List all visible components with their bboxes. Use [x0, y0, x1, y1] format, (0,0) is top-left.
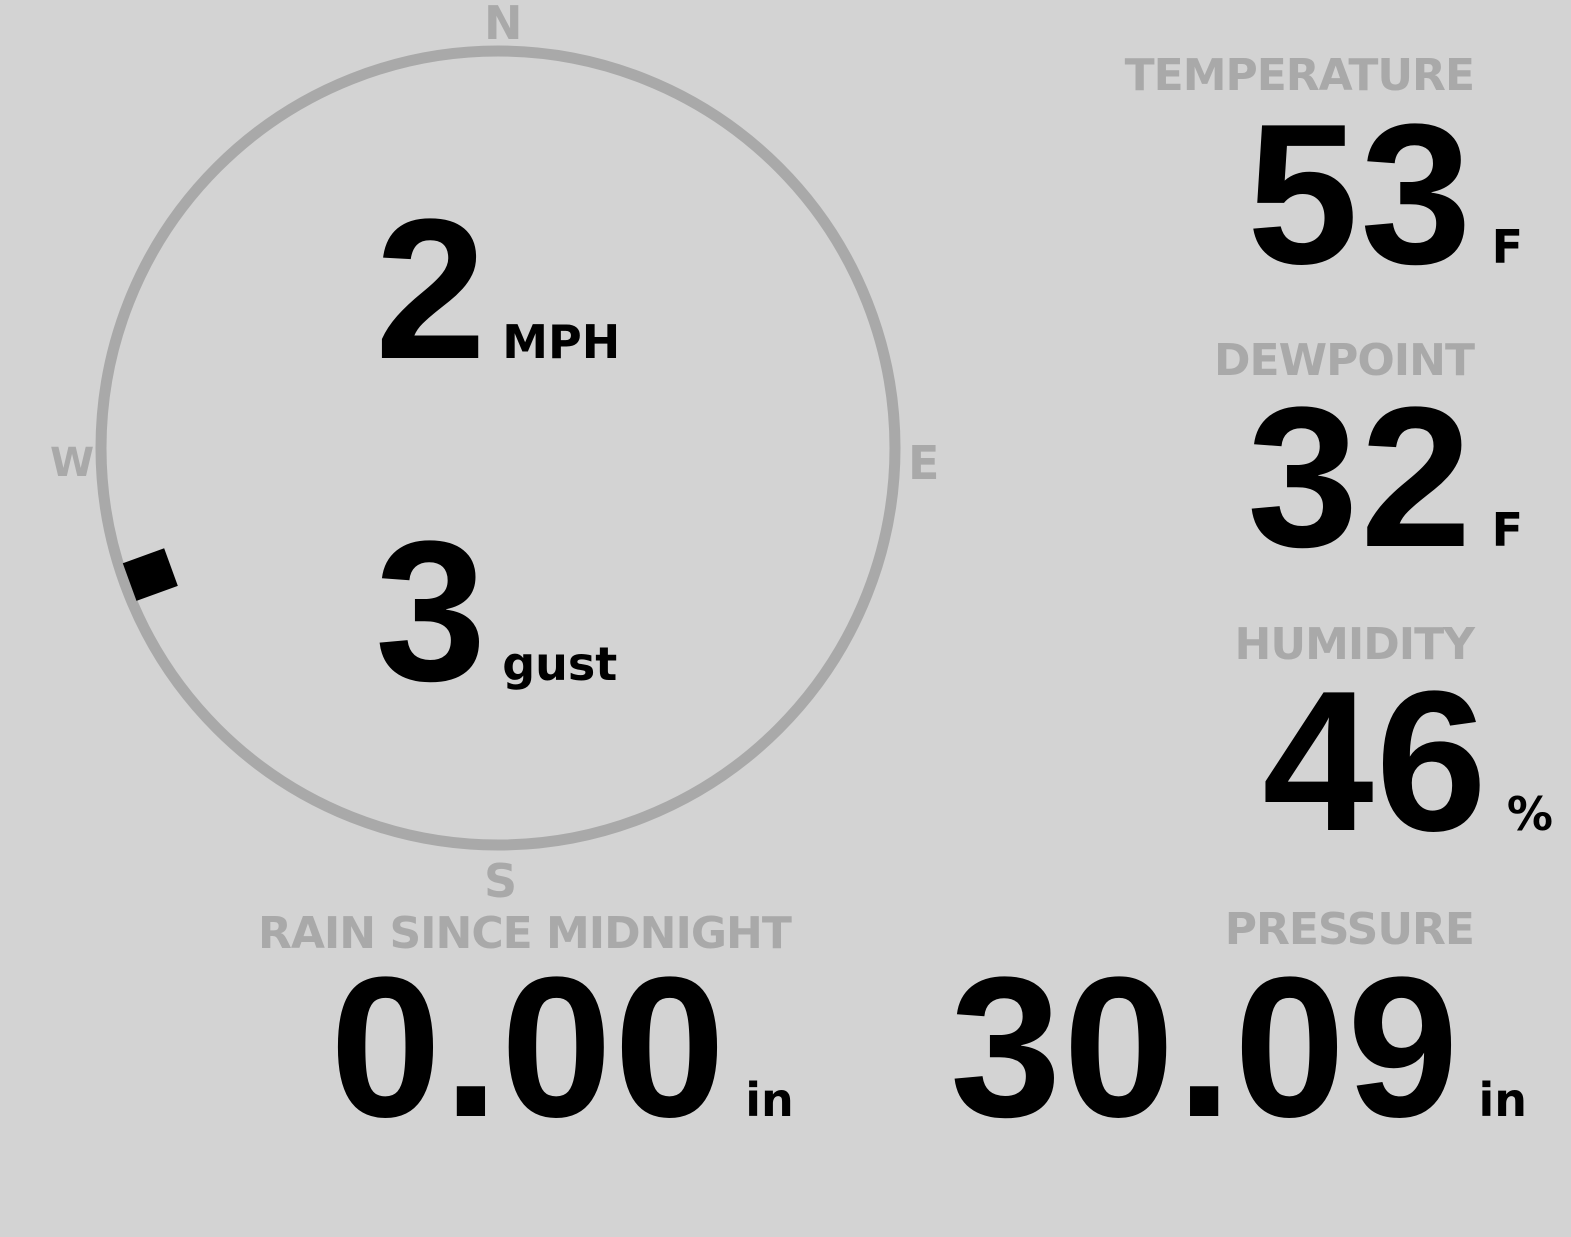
- humidity-label: HUMIDITY: [1234, 619, 1475, 670]
- compass-west: W: [50, 440, 95, 486]
- rain-value: 0.00: [330, 936, 728, 1159]
- wind-speed: 2 MPH: [375, 190, 620, 390]
- wind-speed-unit: MPH: [502, 315, 621, 369]
- dewpoint-value: 32: [1247, 366, 1474, 589]
- pressure-label: PRESSURE: [1224, 904, 1475, 955]
- compass-ring: [95, 45, 901, 851]
- humidity-value: 46: [1262, 650, 1489, 873]
- temperature-value: 53: [1247, 83, 1474, 306]
- rain-label: RAIN SINCE MIDNIGHT: [258, 908, 792, 959]
- rain-reading: 0.00 in: [330, 948, 794, 1148]
- pressure-reading: 30.09 in: [950, 948, 1527, 1148]
- temperature-label-text: TEMPERATURE: [1124, 50, 1475, 101]
- wind-gust-unit: gust: [502, 637, 618, 691]
- rain-unit: in: [745, 1073, 794, 1127]
- wind-speed-value: 2: [375, 178, 489, 401]
- wind-gust: 3 gust: [375, 512, 617, 712]
- compass-east: E: [908, 436, 940, 490]
- temperature-reading: 53 F: [1247, 95, 1523, 295]
- temperature-unit: F: [1491, 220, 1523, 274]
- compass-south: S: [484, 854, 518, 908]
- pressure-value: 30.09: [949, 936, 1461, 1159]
- wind-gust-value: 3: [375, 500, 489, 723]
- compass-north: N: [484, 0, 523, 50]
- dewpoint-label: DEWPOINT: [1214, 335, 1475, 386]
- dewpoint-reading: 32 F: [1247, 378, 1523, 578]
- dewpoint-unit: F: [1491, 503, 1523, 557]
- wind-direction-marker: [122, 548, 178, 601]
- pressure-unit: in: [1478, 1073, 1527, 1127]
- wind-compass: [95, 45, 901, 851]
- humidity-reading: 46%: [1262, 662, 1553, 862]
- humidity-unit: %: [1506, 787, 1553, 841]
